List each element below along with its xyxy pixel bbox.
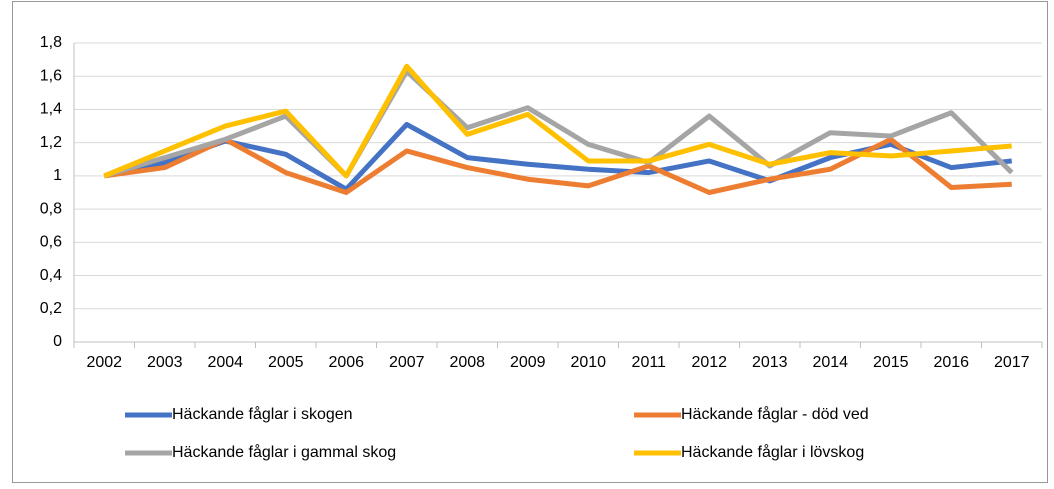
- y-tick-label: 1,4: [40, 101, 62, 118]
- x-tick-label: 2005: [268, 354, 304, 371]
- x-tick-label: 2004: [207, 354, 243, 371]
- legend-label: Häckande fåglar i skogen: [172, 405, 353, 423]
- y-tick-label: 0: [53, 333, 62, 350]
- x-tick-label: 2014: [812, 354, 848, 371]
- x-tick-label: 2011: [632, 354, 667, 371]
- x-tick-label: 2007: [389, 354, 425, 371]
- x-tick-label: 2016: [933, 354, 969, 371]
- legend-label: Häckande fåglar - död ved: [681, 405, 869, 423]
- legend-label: Häckande fåglar i lövskog: [681, 443, 864, 461]
- x-tick-label: 2013: [752, 354, 788, 371]
- y-tick-label: 1: [53, 167, 62, 184]
- y-tick-label: 0,4: [40, 267, 62, 284]
- series-line: [103, 63, 1012, 179]
- y-tick-label: 1,6: [40, 67, 62, 84]
- y-tick-label: 0,2: [40, 300, 62, 317]
- y-tick-label: 0,6: [40, 234, 62, 251]
- x-tick-label: 2008: [449, 354, 485, 371]
- y-tick-label: 1,2: [40, 134, 62, 151]
- x-tick-label: 2002: [86, 354, 122, 371]
- y-tick-label: 0,8: [40, 200, 62, 217]
- x-tick-label: 2009: [510, 354, 546, 371]
- x-tick-label: 2003: [147, 354, 183, 371]
- series-line: [103, 68, 1014, 179]
- x-tick-label: 2006: [328, 354, 364, 371]
- x-tick-label: 2015: [873, 354, 909, 371]
- x-tick-label: 2010: [570, 354, 606, 371]
- series-line: [103, 121, 1013, 192]
- y-tick-label: 1,8: [40, 34, 62, 51]
- x-tick-label: 2012: [691, 354, 727, 371]
- legend-label: Häckande fåglar i gammal skog: [172, 443, 396, 461]
- x-tick-label: 2017: [994, 354, 1030, 371]
